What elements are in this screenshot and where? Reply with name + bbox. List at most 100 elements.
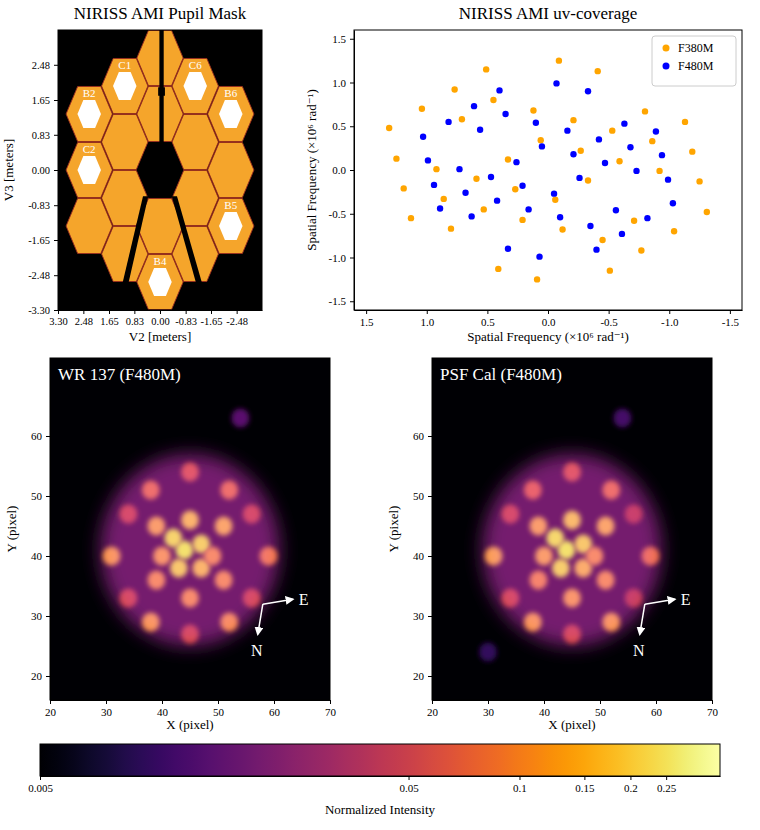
psf-spot bbox=[164, 528, 182, 547]
tick-mark bbox=[109, 310, 110, 314]
uv-point bbox=[494, 197, 500, 203]
tick-label: 30 bbox=[413, 610, 425, 622]
tick: 1.65 bbox=[32, 95, 58, 106]
mask-hole bbox=[113, 72, 137, 100]
tick-mark bbox=[83, 310, 84, 314]
tick-mark bbox=[428, 496, 432, 497]
psf-envelope bbox=[482, 454, 661, 646]
tick-label: 1.5 bbox=[360, 316, 374, 328]
tick: 0.00 bbox=[32, 165, 58, 176]
tick-mark bbox=[427, 310, 428, 314]
tick-mark bbox=[46, 616, 50, 617]
tick-label: 40 bbox=[31, 550, 43, 562]
tick-label: 0.0 bbox=[332, 164, 346, 176]
tick-mark bbox=[544, 700, 545, 704]
tick: 1.0 bbox=[332, 77, 354, 89]
uv-point bbox=[696, 178, 702, 184]
plot-frame bbox=[432, 358, 712, 700]
tick: 0.83 bbox=[32, 130, 58, 141]
uv-point bbox=[553, 80, 559, 86]
uv-point bbox=[644, 215, 650, 221]
image-panel: 2030405060702030405060PSF Cal (F480M)X (… bbox=[386, 358, 719, 732]
uv-point bbox=[538, 137, 544, 143]
tick-label: -3.30 bbox=[28, 305, 50, 316]
hole-label: C6 bbox=[189, 59, 202, 71]
psf-spot bbox=[142, 612, 160, 631]
uv-point bbox=[525, 206, 531, 212]
hole-label: C1 bbox=[118, 59, 131, 71]
tick: 60 bbox=[269, 700, 281, 718]
uv-panel: 1.51.00.50.0-0.5-1.0-1.5-1.5-1.0-0.50.00… bbox=[304, 4, 743, 344]
tick: 0.1 bbox=[513, 776, 527, 794]
uv-point bbox=[559, 226, 565, 232]
plot-frame bbox=[354, 30, 742, 310]
tick-mark bbox=[54, 240, 58, 241]
tick-label: 60 bbox=[31, 430, 43, 442]
tick-mark bbox=[54, 275, 58, 276]
uv-point bbox=[445, 119, 451, 125]
tick: 0.5 bbox=[481, 310, 495, 328]
uv-point bbox=[490, 97, 496, 103]
tick: -3.30 bbox=[28, 305, 58, 316]
uv-point bbox=[408, 215, 414, 221]
tick: -2.48 bbox=[28, 270, 58, 281]
tick-mark bbox=[630, 776, 631, 780]
mirror-segment bbox=[66, 86, 112, 141]
tick: -1.65 bbox=[201, 310, 223, 327]
tick-mark bbox=[350, 126, 354, 127]
tick: 20 bbox=[427, 700, 439, 718]
psf-spot bbox=[181, 462, 199, 481]
tick-mark bbox=[330, 700, 331, 704]
axis-line bbox=[41, 776, 721, 777]
psf-spot bbox=[641, 546, 659, 565]
compass-label: N bbox=[633, 642, 645, 659]
tick-label: 2.48 bbox=[32, 60, 50, 71]
psf-spot bbox=[181, 510, 199, 529]
tick-mark bbox=[428, 436, 432, 437]
uv-point bbox=[609, 127, 615, 133]
hole-label: C2 bbox=[83, 143, 96, 155]
tick: -1.65 bbox=[28, 235, 58, 246]
tick: 0.15 bbox=[575, 776, 595, 794]
psf-spot bbox=[563, 462, 581, 481]
uv-point bbox=[633, 168, 639, 174]
tick-mark bbox=[366, 310, 367, 314]
tick-mark bbox=[609, 310, 610, 314]
tick-mark bbox=[350, 39, 354, 40]
tick-mark bbox=[712, 700, 713, 704]
tick-mark bbox=[46, 556, 50, 557]
tick: 30 bbox=[413, 610, 432, 622]
tick-label: 20 bbox=[45, 706, 57, 718]
tick: 50 bbox=[31, 490, 50, 502]
tick-mark bbox=[409, 776, 410, 780]
image-panel: 2030405060702030405060WR 137 (F480M)X (p… bbox=[4, 358, 337, 732]
tick: 0.83 bbox=[126, 310, 144, 327]
psf-spot bbox=[501, 588, 519, 607]
tick: -0.83 bbox=[28, 200, 58, 211]
mask-hole bbox=[77, 100, 101, 128]
tick-mark bbox=[350, 258, 354, 259]
mask-hole bbox=[148, 268, 172, 296]
mirror-segment bbox=[66, 142, 112, 197]
tick-label: -0.5 bbox=[600, 316, 618, 328]
uv-point bbox=[496, 87, 502, 93]
tick-label: 30 bbox=[483, 706, 495, 718]
mirror-segment bbox=[66, 198, 112, 253]
uv-point bbox=[670, 200, 676, 206]
uv-point bbox=[505, 246, 511, 252]
tick: -0.5 bbox=[600, 310, 618, 328]
mask-hole bbox=[219, 212, 243, 240]
psf-spot bbox=[243, 588, 261, 607]
tick-mark bbox=[428, 616, 432, 617]
mirror-segment bbox=[208, 86, 254, 141]
tick-mark bbox=[54, 310, 58, 311]
image-background bbox=[50, 358, 330, 700]
tick: 2.48 bbox=[75, 310, 93, 327]
tick-mark bbox=[54, 135, 58, 136]
axis-title: Y (pixel) bbox=[4, 506, 19, 553]
legend-marker bbox=[663, 63, 670, 70]
tick-mark bbox=[46, 496, 50, 497]
tick-label: 20 bbox=[31, 670, 43, 682]
uv-point bbox=[653, 128, 659, 134]
tick: 3.30 bbox=[49, 310, 67, 327]
